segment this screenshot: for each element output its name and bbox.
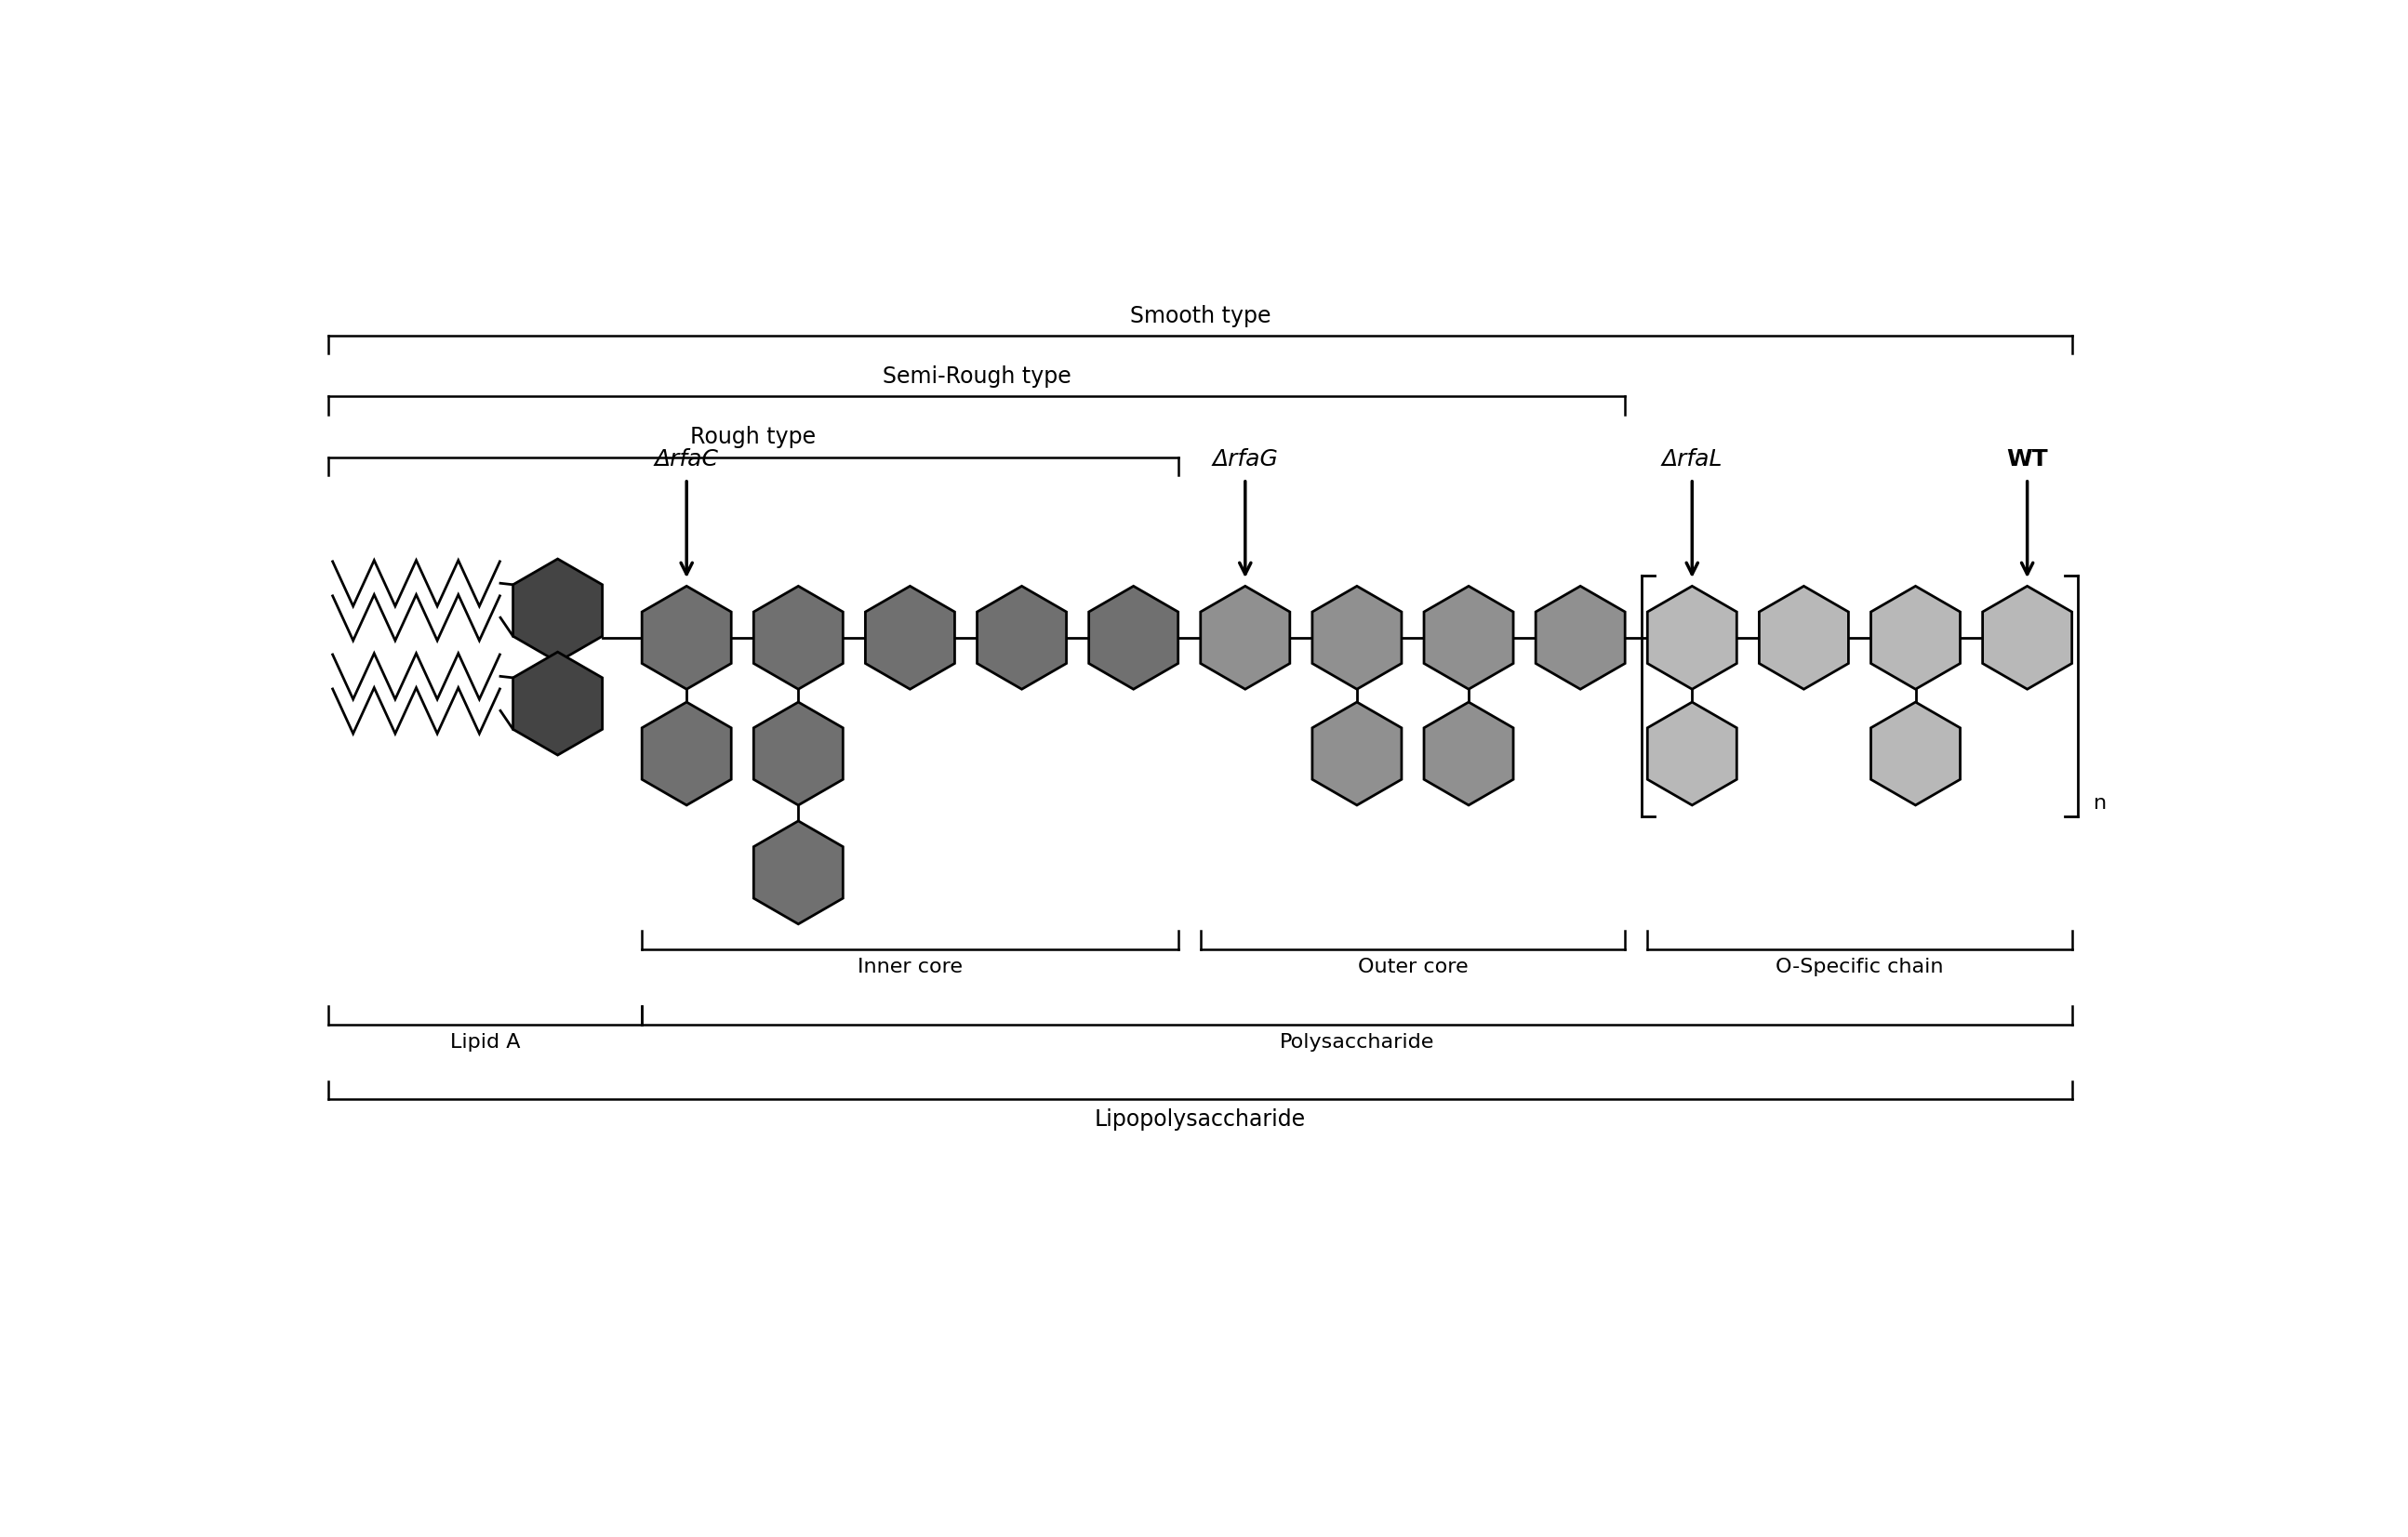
Text: Lipid A: Lipid A xyxy=(450,1033,520,1051)
Text: Smooth type: Smooth type xyxy=(1129,304,1271,327)
Polygon shape xyxy=(1423,586,1512,689)
Polygon shape xyxy=(1312,702,1401,805)
Polygon shape xyxy=(754,586,843,689)
Text: ΔrfaL: ΔrfaL xyxy=(1662,447,1722,470)
Polygon shape xyxy=(1982,586,2071,689)
Polygon shape xyxy=(1312,586,1401,689)
Polygon shape xyxy=(1871,586,1960,689)
Text: O-Specific chain: O-Specific chain xyxy=(1775,958,1943,976)
Polygon shape xyxy=(643,702,732,805)
Text: Semi-Rough type: Semi-Rough type xyxy=(881,366,1072,387)
Text: Lipopolysaccharide: Lipopolysaccharide xyxy=(1096,1108,1305,1130)
Text: ΔrfaG: ΔrfaG xyxy=(1211,447,1279,470)
Polygon shape xyxy=(754,702,843,805)
Text: Polysaccharide: Polysaccharide xyxy=(1279,1033,1435,1051)
Polygon shape xyxy=(1647,586,1736,689)
Text: n: n xyxy=(2093,793,2107,813)
Text: WT: WT xyxy=(2006,447,2049,470)
Polygon shape xyxy=(864,586,954,689)
Polygon shape xyxy=(754,821,843,924)
Polygon shape xyxy=(1647,702,1736,805)
Polygon shape xyxy=(1871,702,1960,805)
Polygon shape xyxy=(513,652,602,755)
Polygon shape xyxy=(978,586,1067,689)
Text: Outer core: Outer core xyxy=(1358,958,1469,976)
Polygon shape xyxy=(513,559,602,662)
Polygon shape xyxy=(1202,586,1291,689)
Polygon shape xyxy=(1760,586,1849,689)
Polygon shape xyxy=(643,586,732,689)
Polygon shape xyxy=(1423,702,1512,805)
Polygon shape xyxy=(1536,586,1625,689)
Text: Rough type: Rough type xyxy=(691,426,816,449)
Text: ΔrfaC: ΔrfaC xyxy=(655,447,718,470)
Text: Inner core: Inner core xyxy=(857,958,963,976)
Polygon shape xyxy=(1088,586,1178,689)
